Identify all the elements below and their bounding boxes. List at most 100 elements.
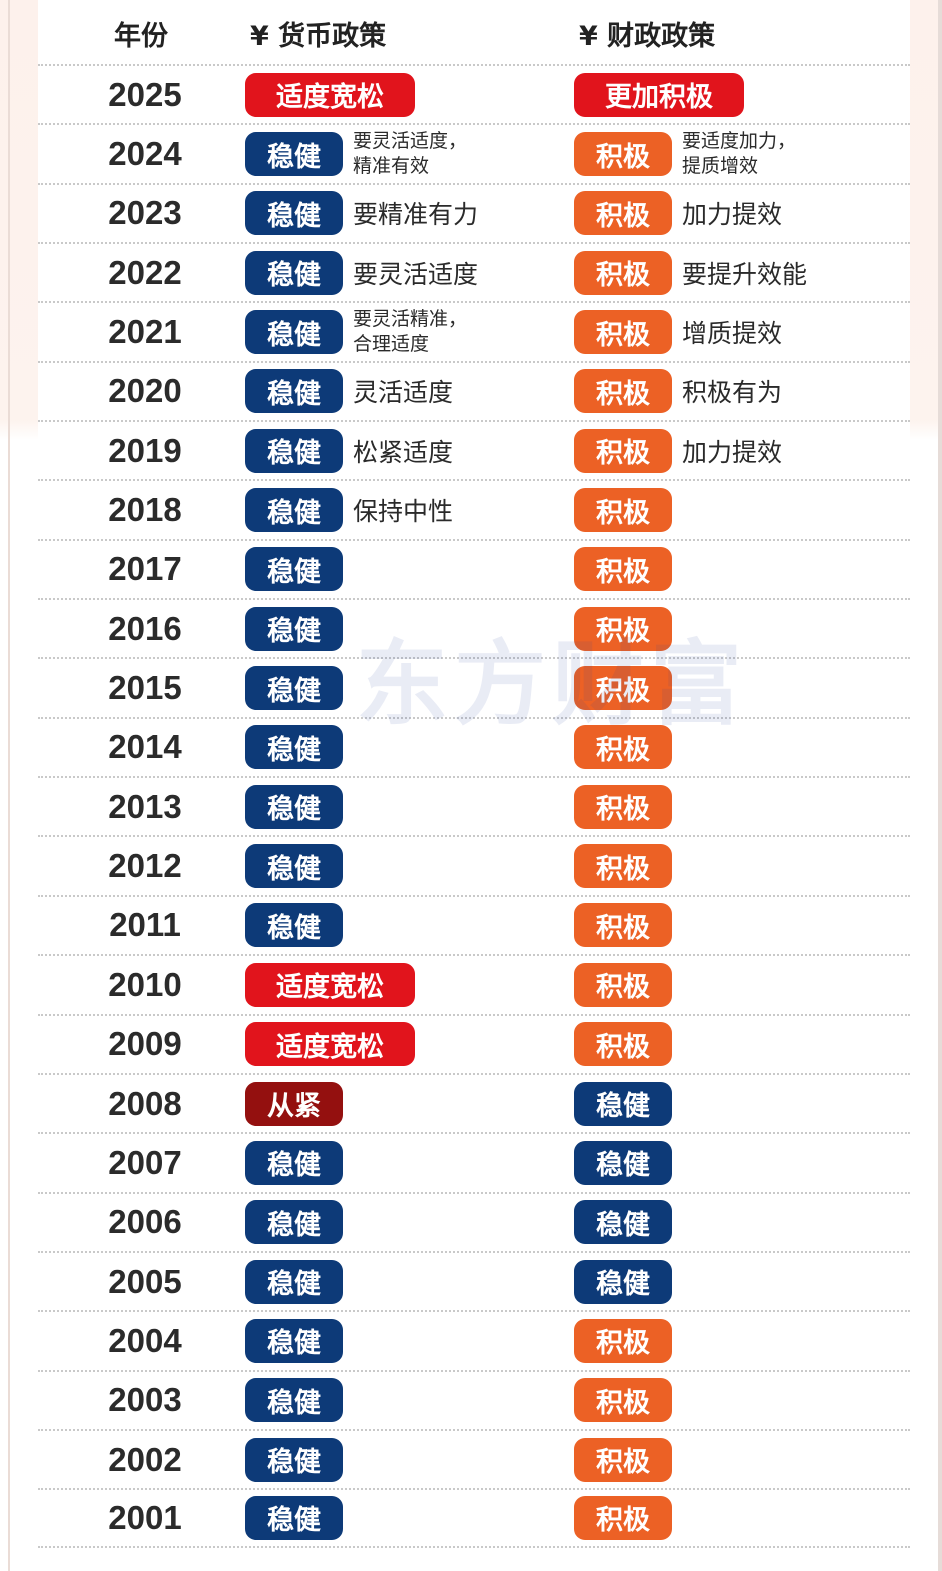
- fiscal-policy-badge: 稳健: [574, 1200, 672, 1245]
- monetary-policy-badge: 稳健: [245, 1259, 343, 1304]
- table-row: 2025 适度宽松 更加积极: [38, 64, 910, 123]
- monetary-policy-badge: 稳健: [245, 606, 343, 651]
- year-cell: 2013: [108, 787, 182, 825]
- monetary-policy-badge: 稳健: [245, 369, 343, 414]
- monetary-policy-note: 要灵活适度: [353, 244, 478, 301]
- table-row: 2008 从紧 稳健: [38, 1072, 910, 1132]
- monetary-policy-badge: 稳健: [245, 1495, 343, 1540]
- year-cell: 2019: [108, 431, 182, 469]
- fiscal-policy-note: 要适度加力， 提质增效: [682, 125, 796, 182]
- monetary-note-line: 灵活适度: [353, 378, 454, 408]
- fiscal-policy-note: 积极有为: [682, 363, 782, 420]
- table-row: 2003 稳健 积极: [38, 1369, 910, 1429]
- year-cell: 2008: [108, 1084, 182, 1122]
- table-row: 2021 稳健 要灵活精准， 合理适度 积极 增质提效: [38, 301, 910, 360]
- monetary-policy-note: 松紧适度: [353, 422, 453, 479]
- table-row: 2014 稳健 积极: [38, 716, 910, 776]
- monetary-policy-badge: 稳健: [245, 666, 343, 711]
- table-row: 2016 稳健 积极: [38, 598, 910, 657]
- monetary-policy-note: 灵活适度: [353, 363, 453, 420]
- monetary-policy-badge: 稳健: [245, 1318, 343, 1363]
- year-cell: 2022: [108, 253, 182, 291]
- fiscal-policy-note: 要提升效能: [682, 244, 807, 301]
- fiscal-policy-badge: 积极: [574, 132, 672, 177]
- monetary-policy-badge: 稳健: [245, 784, 343, 829]
- year-cell: 2025: [108, 75, 182, 113]
- year-cell: 2001: [108, 1498, 182, 1536]
- fiscal-policy-badge: 稳健: [574, 1081, 672, 1126]
- table-body: 2025 适度宽松 更加积极 2024 稳健 要灵活适度， 精准有效 积极 要适度加力， 提质增效…: [38, 64, 910, 1548]
- year-cell: 2009: [108, 1025, 182, 1063]
- monetary-policy-badge: 稳健: [245, 191, 343, 236]
- table-row: 2005 稳健 稳健: [38, 1250, 910, 1310]
- monetary-policy-badge: 稳健: [245, 1200, 343, 1245]
- monetary-note-line: 合理适度: [353, 333, 430, 356]
- fiscal-policy-badge: 积极: [574, 962, 672, 1007]
- table-row: 2001 稳健 积极: [38, 1488, 910, 1548]
- monetary-note-line: 松紧适度: [353, 437, 454, 467]
- left-border: [8, 0, 10, 1571]
- monetary-policy-note: 要灵活精准， 合理适度: [353, 303, 467, 360]
- monetary-policy-badge: 稳健: [245, 310, 343, 355]
- table-row: 2019 稳健 松紧适度 积极 加力提效: [38, 420, 910, 479]
- table-row: 2018 稳健 保持中性 积极: [38, 479, 910, 538]
- monetary-policy-badge: 稳健: [245, 725, 343, 770]
- fiscal-policy-badge: 更加积极: [574, 72, 744, 117]
- fiscal-note-line: 加力提效: [682, 437, 783, 467]
- year-cell: 2003: [108, 1381, 182, 1419]
- fiscal-policy-badge: 积极: [574, 1022, 672, 1067]
- year-cell: 2007: [108, 1143, 182, 1181]
- monetary-policy-badge: 稳健: [245, 428, 343, 473]
- monetary-policy-badge: 稳健: [245, 903, 343, 948]
- fiscal-policy-badge: 稳健: [574, 1140, 672, 1185]
- fiscal-policy-badge: 积极: [574, 725, 672, 770]
- table-row: 2004 稳健 积极: [38, 1310, 910, 1369]
- fiscal-policy-badge: 稳健: [574, 1259, 672, 1304]
- fiscal-note-line: 加力提效: [682, 200, 783, 230]
- monetary-policy-badge: 稳健: [245, 132, 343, 177]
- monetary-policy-badge: 稳健: [245, 844, 343, 889]
- year-cell: 2024: [108, 135, 182, 173]
- monetary-policy-note: 保持中性: [353, 481, 453, 538]
- table-row: 2011 稳健 积极: [38, 894, 910, 954]
- monetary-policy-badge: 稳健: [245, 547, 343, 592]
- fiscal-policy-badge: 积极: [574, 369, 672, 414]
- table-row: 2015 稳健 积极: [38, 657, 910, 716]
- policy-table: 年份 ¥ 货币政策 ¥ 财政政策 2025 适度宽松 更加积极 2024 稳健 要灵活适度…: [38, 0, 910, 1571]
- table-row: 2024 稳健 要灵活适度， 精准有效 积极 要适度加力， 提质增效: [38, 123, 910, 182]
- table-header: 年份 ¥ 货币政策 ¥ 财政政策: [38, 0, 910, 64]
- monetary-policy-badge: 稳健: [245, 1140, 343, 1185]
- monetary-policy-badge: 稳健: [245, 488, 343, 533]
- monetary-note-line: 要灵活适度: [353, 259, 479, 289]
- fiscal-policy-badge: 积极: [574, 250, 672, 295]
- year-cell: 2010: [108, 965, 182, 1003]
- monetary-note-line: 要灵活精准，: [353, 308, 468, 331]
- year-cell: 2006: [108, 1203, 182, 1241]
- fiscal-policy-badge: 积极: [574, 903, 672, 948]
- year-cell: 2014: [108, 728, 182, 766]
- table-row: 2013 稳健 积极: [38, 776, 910, 835]
- monetary-note-line: 要精准有力: [353, 200, 479, 230]
- fiscal-policy-badge: 积极: [574, 606, 672, 651]
- table-row: 2006 稳健 稳健: [38, 1191, 910, 1251]
- fiscal-policy-badge: 积极: [574, 428, 672, 473]
- fiscal-policy-column-header: ¥ 财政政策: [579, 21, 716, 52]
- fiscal-policy-note: 加力提效: [682, 185, 782, 242]
- year-cell: 2020: [108, 372, 182, 410]
- right-border: [938, 0, 942, 1571]
- monetary-policy-badge: 适度宽松: [245, 962, 415, 1007]
- fiscal-policy-badge: 积极: [574, 666, 672, 711]
- fiscal-policy-badge: 积极: [574, 784, 672, 829]
- fiscal-policy-badge: 积极: [574, 1495, 672, 1540]
- monetary-policy-badge: 从紧: [245, 1081, 343, 1126]
- fiscal-policy-badge: 积极: [574, 547, 672, 592]
- table-row: 2012 稳健 积极: [38, 835, 910, 894]
- monetary-note-line: 保持中性: [353, 497, 454, 527]
- monetary-policy-badge: 稳健: [245, 1378, 343, 1423]
- table-row: 2007 稳健 稳健: [38, 1132, 910, 1191]
- year-cell: 2004: [108, 1321, 182, 1359]
- fiscal-policy-badge: 积极: [574, 1318, 672, 1363]
- monetary-note-line: 要灵活适度，: [353, 130, 468, 153]
- table-row: 2002 稳健 积极: [38, 1428, 910, 1488]
- fiscal-policy-badge: 积极: [574, 1437, 672, 1482]
